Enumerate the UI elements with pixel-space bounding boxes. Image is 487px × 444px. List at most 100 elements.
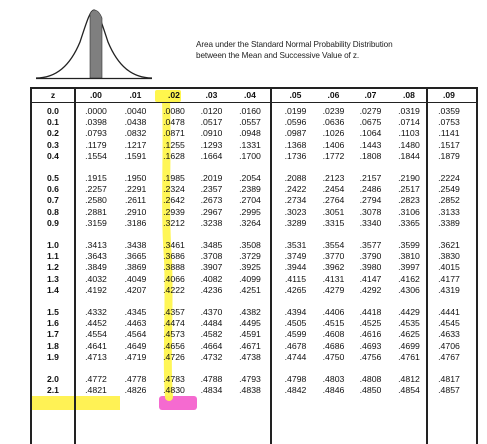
z-value: 2.0 <box>47 374 59 384</box>
probability-cell: .3888 <box>163 262 185 273</box>
probability-cell: .2357 <box>200 184 223 195</box>
probability-cell: .1915 <box>85 173 107 183</box>
probability-cell: .3729 <box>239 251 261 262</box>
probability-cell: .1879 <box>438 150 460 161</box>
table-row: 0.1 .0398 .0438 .0478 .0517 .0557 .0596 .0636 .0… <box>32 117 476 128</box>
probability-cell: .2324 <box>163 184 185 195</box>
z-value: 0.0 <box>47 106 59 116</box>
probability-cell: .0438 <box>124 117 147 128</box>
z-value: 1.0 <box>47 240 59 250</box>
probability-cell: .2611 <box>124 195 147 206</box>
probability-cell: .3770 <box>322 251 345 262</box>
z-value: 1.5 <box>47 307 59 317</box>
cell-highlight <box>159 396 197 410</box>
probability-cell: .4772 <box>85 374 107 384</box>
probability-cell: .1808 <box>359 150 382 161</box>
probability-cell: .3686 <box>163 251 185 262</box>
table-row: 1.2 .3849 .3869 .3888 .3907 .3925 .3944 .3962 .3… <box>32 262 476 273</box>
z-value: 1.9 <box>47 351 59 362</box>
header-col-05: .05 <box>289 90 302 100</box>
probability-cell: .0398 <box>85 117 107 128</box>
probability-cell: .3508 <box>239 240 261 250</box>
probability-cell: .0080 <box>163 106 185 116</box>
probability-cell: .3790 <box>359 251 382 262</box>
column-highlight <box>155 90 181 102</box>
probability-cell: .0000 <box>85 106 107 116</box>
probability-cell: .1628 <box>163 150 185 161</box>
probability-cell: .4633 <box>438 329 460 340</box>
probability-cell: .3749 <box>284 251 307 262</box>
probability-cell: .0636 <box>322 117 345 128</box>
z-value: 1.7 <box>47 329 59 340</box>
probability-cell: .2549 <box>438 184 460 195</box>
probability-cell: .2995 <box>239 206 261 217</box>
probability-cell: .3869 <box>124 262 147 273</box>
probability-cell: .4222 <box>163 284 185 295</box>
probability-cell: .2454 <box>322 184 345 195</box>
probability-cell: .2157 <box>359 173 382 183</box>
table-row: 0.9 .3159 .3186 .3212 .3238 .3264 .3289 .3315 .3… <box>32 218 476 229</box>
probability-cell: .4857 <box>438 385 460 396</box>
probability-cell: .0040 <box>124 106 147 116</box>
table-row: 1.9 .4713 .4719 .4726 .4732 .4738 .4744 .4750 .4… <box>32 352 476 363</box>
table-row: 1.6 .4452 .4463 .4474 .4484 .4495 .4505 .4515 .4… <box>32 318 476 329</box>
probability-cell: .4370 <box>200 307 223 317</box>
table-row: 0.8 .2881 .2910 .2939 .2967 .2995 .3023 .3051 .3… <box>32 207 476 218</box>
probability-cell: .3212 <box>163 217 185 228</box>
probability-cell: .3599 <box>398 240 420 250</box>
probability-cell: .2734 <box>284 195 307 206</box>
probability-cell: .4394 <box>284 307 307 317</box>
probability-cell: .4656 <box>163 340 185 351</box>
header-col-02: .02 <box>168 90 180 100</box>
probability-cell: .3554 <box>322 240 345 250</box>
probability-cell: .3810 <box>398 251 420 262</box>
probability-cell: .1844 <box>398 150 420 161</box>
probability-cell: .2190 <box>398 173 420 183</box>
probability-cell: .4854 <box>398 385 420 396</box>
probability-cell: .4032 <box>85 273 107 284</box>
probability-cell: .4838 <box>239 385 261 396</box>
probability-cell: .4115 <box>284 273 307 284</box>
probability-cell: .4279 <box>322 284 345 295</box>
probability-cell: .4713 <box>85 351 107 362</box>
probability-cell: .2910 <box>124 206 147 217</box>
table-row: 0.6 .2257 .2291 .2324 .2357 .2389 .2422 .2454 .2… <box>32 184 476 195</box>
probability-cell: .4207 <box>124 284 147 295</box>
probability-cell: .4732 <box>200 351 223 362</box>
table-row: 2.0 .4772 .4778 .4783 .4788 .4793 .4798 .4803 .4… <box>32 374 476 385</box>
probability-cell: .4236 <box>200 284 223 295</box>
probability-cell: .4292 <box>359 284 382 295</box>
probability-cell: .4441 <box>438 307 460 317</box>
probability-cell: .2486 <box>359 184 382 195</box>
probability-cell: .3413 <box>85 240 107 250</box>
probability-cell: .4793 <box>239 374 261 384</box>
table-row: 2.1 .4821 .4826 .4830 .4834 .4838 .4842 .4846 .4… <box>32 385 476 396</box>
probability-cell: .4452 <box>85 318 107 329</box>
probability-cell: .1103 <box>398 128 420 139</box>
z-value: 0.8 <box>47 206 59 217</box>
probability-cell: .2422 <box>284 184 307 195</box>
probability-cell: .3925 <box>239 262 261 273</box>
probability-cell: .0160 <box>239 106 261 116</box>
table-row: 1.4 .4192 .4207 .4222 .4236 .4251 .4265 .4279 .4… <box>32 285 476 296</box>
probability-cell: .2389 <box>239 184 261 195</box>
divider-1 <box>270 89 272 444</box>
header-col-07: .07 <box>364 90 377 100</box>
probability-cell: .2642 <box>163 195 185 206</box>
probability-cell: .4484 <box>200 318 223 329</box>
probability-cell: .3980 <box>359 262 382 273</box>
probability-cell: .4783 <box>163 374 185 384</box>
probability-cell: .4719 <box>124 351 147 362</box>
probability-cell: .4463 <box>124 318 147 329</box>
probability-cell: .4049 <box>124 273 147 284</box>
probability-cell: .3438 <box>124 240 147 250</box>
probability-cell: .1406 <box>322 139 345 150</box>
probability-cell: .2704 <box>239 195 261 206</box>
header-z: z <box>50 90 56 100</box>
header-row: z .00 .01 .02 .03 .04 .05 .06 .07 .08 .09 <box>32 89 476 103</box>
probability-cell: .3238 <box>200 217 223 228</box>
z-value: 1.6 <box>47 318 59 329</box>
probability-cell: .1591 <box>124 150 147 161</box>
probability-cell: .1293 <box>200 139 223 150</box>
probability-cell: .3340 <box>359 217 382 228</box>
